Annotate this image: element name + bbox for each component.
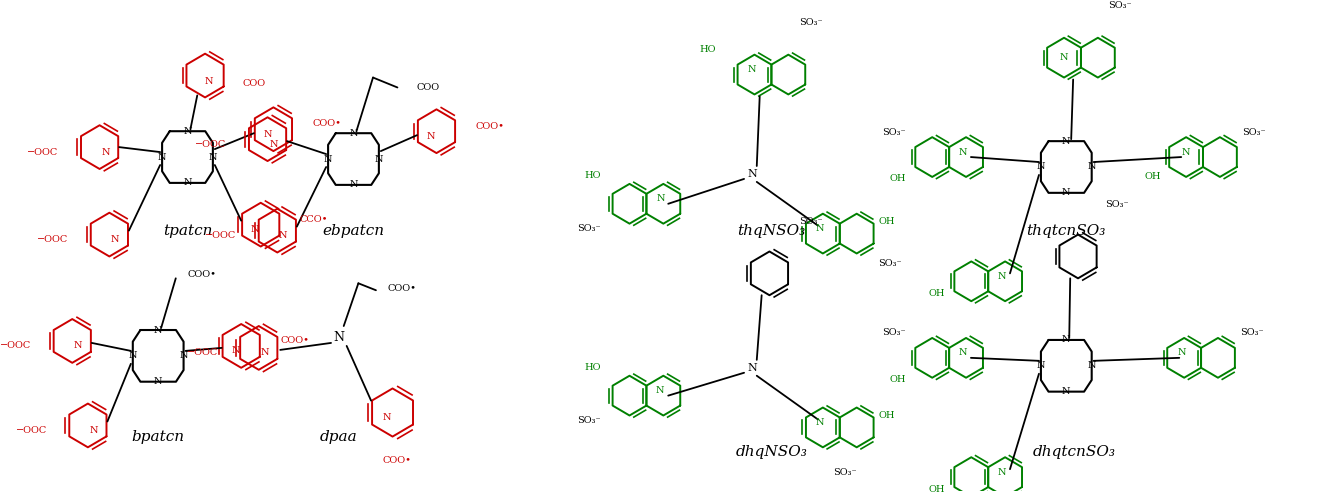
Text: CCO•: CCO• xyxy=(300,215,328,224)
Text: N: N xyxy=(251,225,259,234)
Text: SO₃⁻: SO₃⁻ xyxy=(879,259,902,268)
Text: −OOC: −OOC xyxy=(205,231,236,240)
Text: dhqNSO₃: dhqNSO₃ xyxy=(736,445,807,459)
Text: N: N xyxy=(158,153,166,162)
Text: SO₃⁻: SO₃⁻ xyxy=(1109,1,1131,10)
Text: N: N xyxy=(959,148,967,157)
Text: OH: OH xyxy=(879,411,895,420)
Text: HO: HO xyxy=(584,363,600,372)
Text: −OOC: −OOC xyxy=(0,341,32,350)
Text: OH: OH xyxy=(879,217,895,226)
Text: N: N xyxy=(74,341,82,350)
Text: N: N xyxy=(748,169,757,179)
Text: N: N xyxy=(231,346,239,355)
Text: SO₃⁻: SO₃⁻ xyxy=(1242,128,1266,137)
Text: N: N xyxy=(179,351,187,360)
Text: −OOC: −OOC xyxy=(28,148,58,157)
Text: N: N xyxy=(270,140,278,149)
Text: −OOC: −OOC xyxy=(195,140,227,149)
Text: SO₃⁻: SO₃⁻ xyxy=(833,468,857,477)
Text: N: N xyxy=(657,194,665,204)
Text: N: N xyxy=(154,377,162,386)
Text: N: N xyxy=(101,148,110,157)
Text: OH: OH xyxy=(928,485,944,494)
Text: HO: HO xyxy=(700,45,716,54)
Text: N: N xyxy=(129,351,137,360)
Text: OH: OH xyxy=(928,288,944,298)
Text: dhqtcnSO₃: dhqtcnSO₃ xyxy=(1033,445,1116,459)
Text: N: N xyxy=(260,348,268,357)
Text: OH: OH xyxy=(888,174,906,183)
Text: N: N xyxy=(1062,188,1070,197)
Text: −OOC: −OOC xyxy=(16,426,46,435)
Text: OH: OH xyxy=(1145,172,1162,181)
Text: COO: COO xyxy=(417,83,440,92)
Text: N: N xyxy=(1181,148,1190,157)
Text: bpatcn: bpatcn xyxy=(131,430,185,445)
Text: N: N xyxy=(1178,348,1186,357)
Text: N: N xyxy=(1037,163,1045,171)
Text: −OOC: −OOC xyxy=(37,235,68,244)
Text: N: N xyxy=(1062,335,1070,344)
Text: N: N xyxy=(374,155,382,164)
Text: OH: OH xyxy=(888,375,906,384)
Text: N: N xyxy=(349,180,357,189)
Text: N: N xyxy=(748,65,756,74)
Text: SO₃⁻: SO₃⁻ xyxy=(882,128,906,137)
Text: COO•: COO• xyxy=(388,284,417,293)
Text: N: N xyxy=(1088,361,1096,370)
Text: N: N xyxy=(205,77,214,86)
Text: N: N xyxy=(324,155,332,164)
Text: N: N xyxy=(748,363,757,373)
Text: thqNSO₃: thqNSO₃ xyxy=(737,224,806,238)
Text: N: N xyxy=(1037,361,1045,370)
Text: N: N xyxy=(1062,387,1070,396)
Text: COO•: COO• xyxy=(312,119,341,128)
Text: N: N xyxy=(154,326,162,334)
Text: SO₃⁻: SO₃⁻ xyxy=(1105,200,1129,209)
Text: N: N xyxy=(263,130,272,139)
Text: N: N xyxy=(89,426,98,435)
Text: N: N xyxy=(1062,137,1070,146)
Text: COO•: COO• xyxy=(475,122,505,131)
Text: HO: HO xyxy=(584,171,600,180)
Text: N: N xyxy=(426,132,434,141)
Text: dpaa: dpaa xyxy=(320,430,357,445)
Text: N: N xyxy=(1088,163,1096,171)
Text: SO₃⁻: SO₃⁻ xyxy=(798,18,822,27)
Text: N: N xyxy=(997,272,1007,281)
Text: COO•: COO• xyxy=(280,336,309,345)
Text: N: N xyxy=(112,235,120,244)
Text: SO₃⁻: SO₃⁻ xyxy=(882,329,906,337)
Text: N: N xyxy=(1060,53,1068,62)
Text: N: N xyxy=(959,348,967,357)
Text: N: N xyxy=(183,126,191,136)
Text: COO•: COO• xyxy=(382,456,412,465)
Text: N: N xyxy=(279,231,287,240)
Text: N: N xyxy=(815,418,825,427)
Text: N: N xyxy=(815,224,825,233)
Text: COO•: COO• xyxy=(187,270,216,279)
Text: COO: COO xyxy=(242,79,266,88)
Text: thqtcnSO₃: thqtcnSO₃ xyxy=(1027,224,1106,238)
Text: N: N xyxy=(333,331,344,344)
Text: SO₃⁻: SO₃⁻ xyxy=(578,224,600,233)
Text: N: N xyxy=(656,386,664,395)
Text: N: N xyxy=(349,129,357,138)
Text: N: N xyxy=(183,178,191,187)
Text: SO₃⁻: SO₃⁻ xyxy=(578,416,600,425)
Text: −OOC: −OOC xyxy=(186,348,218,357)
Text: N: N xyxy=(997,468,1007,477)
Text: tpatcn: tpatcn xyxy=(163,224,212,238)
Text: SO₃⁻: SO₃⁻ xyxy=(798,217,822,226)
Text: ebpatcn: ebpatcn xyxy=(323,224,385,238)
Text: N: N xyxy=(382,413,390,422)
Text: SO₃⁻: SO₃⁻ xyxy=(1240,329,1263,337)
Text: N: N xyxy=(208,153,216,162)
